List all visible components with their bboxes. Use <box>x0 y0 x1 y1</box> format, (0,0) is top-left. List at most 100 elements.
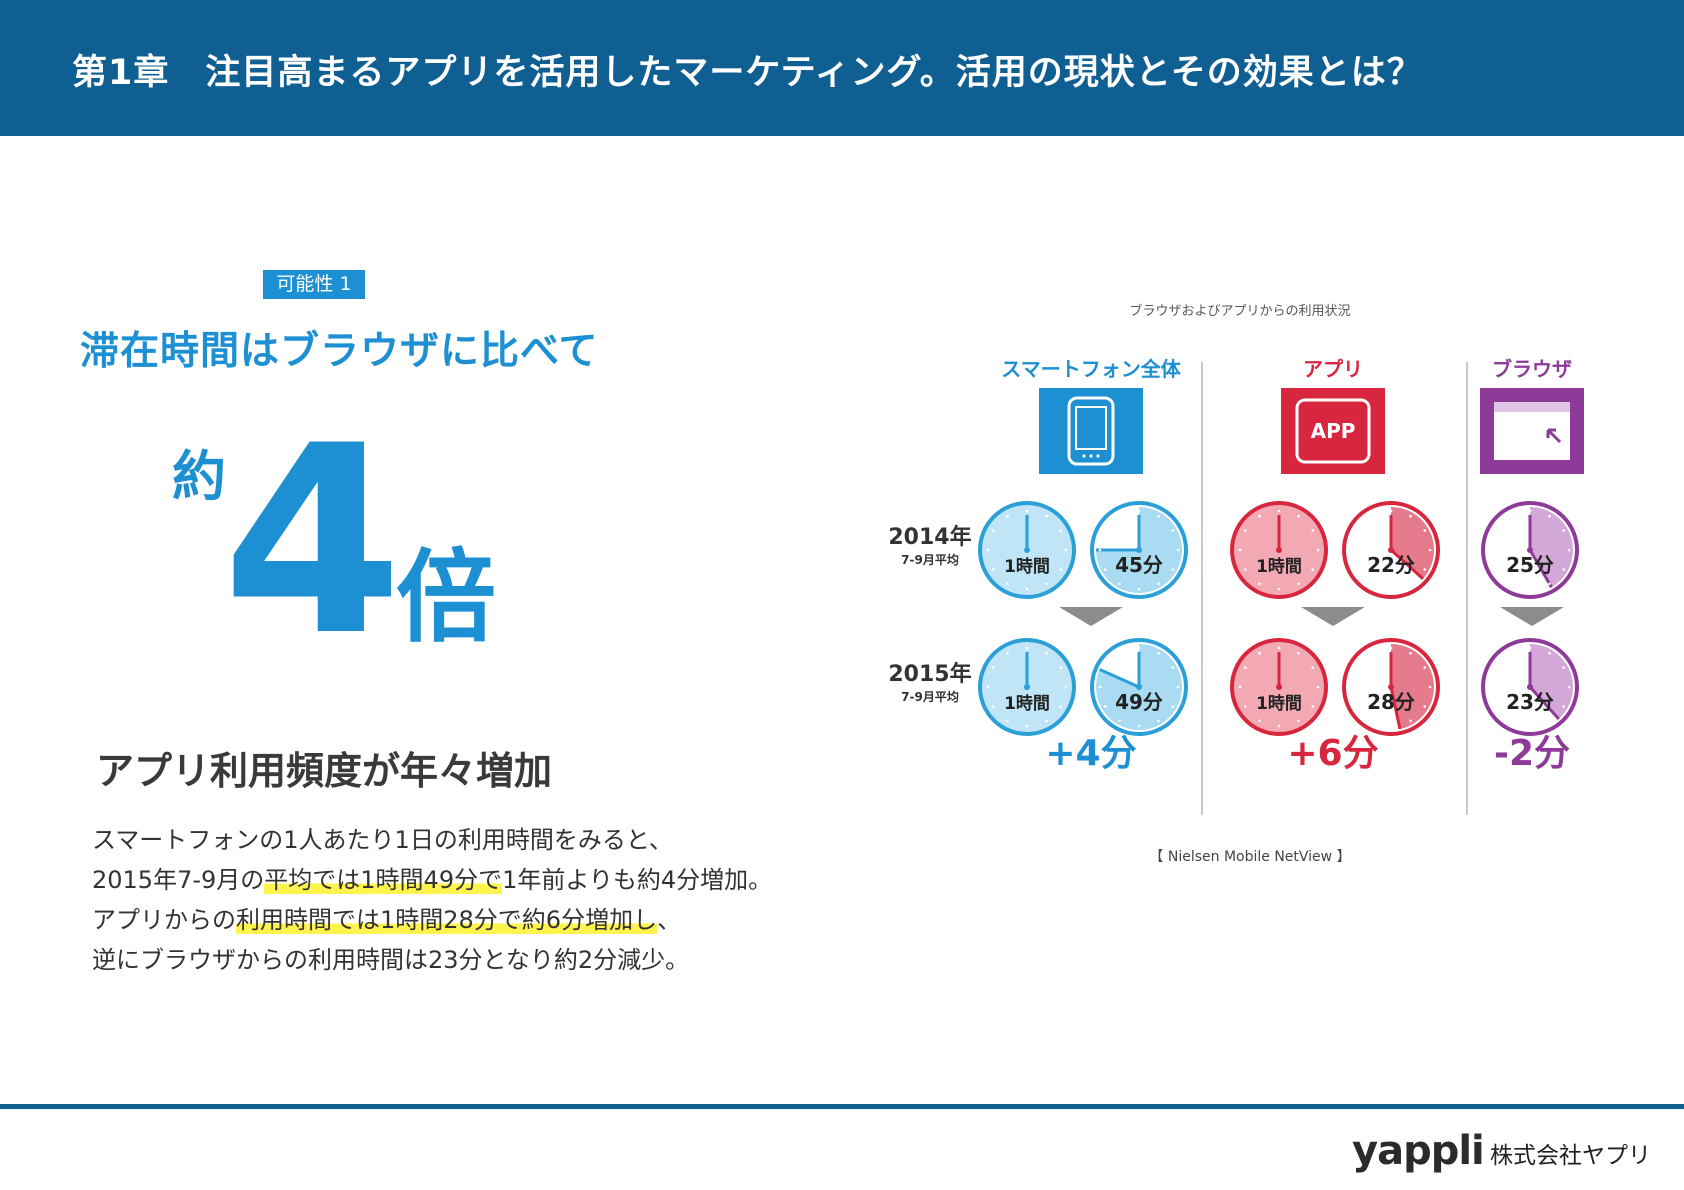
clock-tick <box>1528 587 1532 591</box>
clock-tick <box>1409 651 1412 655</box>
clock-time-label: 45分 <box>1115 553 1163 577</box>
clock-tick <box>991 568 995 571</box>
clock-tick <box>1045 719 1048 723</box>
clock-tick <box>1423 529 1427 532</box>
clock-tick <box>986 548 990 552</box>
clock-tick <box>1389 509 1393 513</box>
clock-minutes-wedge <box>1391 644 1434 730</box>
smartphone-dot <box>1096 454 1100 458</box>
clock-tick <box>1297 719 1300 723</box>
clock-tick <box>1277 646 1281 650</box>
clock-tick <box>1137 509 1141 513</box>
approx-label: 約 <box>172 445 226 508</box>
clock-tick <box>1494 666 1498 669</box>
clock-tick <box>1311 568 1315 571</box>
column-icon-box <box>1039 388 1143 474</box>
clock-tick <box>1423 705 1427 708</box>
clock-tick <box>1118 719 1121 723</box>
clock-tick <box>1064 685 1068 689</box>
clock-tick <box>1045 582 1048 586</box>
clock-tick <box>1509 719 1512 723</box>
body-line: 2015年7-9月の平均では1時間49分で1年前よりも約4分増加。 <box>92 860 772 900</box>
clock-tick <box>1103 666 1107 669</box>
clock-tick <box>1509 651 1512 655</box>
row-year-label: 2015年 <box>888 661 971 687</box>
clock-tick <box>1277 509 1281 513</box>
clock-center <box>1527 684 1533 690</box>
clock-tick <box>1171 705 1175 708</box>
clock-center <box>1276 684 1282 690</box>
clock-tick <box>991 705 995 708</box>
clock-tick <box>1137 587 1141 591</box>
clock-tick <box>1025 509 1029 513</box>
clock-tick <box>1059 705 1063 708</box>
clock-tick <box>1528 646 1532 650</box>
clock-tick <box>1509 582 1512 586</box>
clock-tick <box>1370 514 1373 518</box>
clock-time-label: 23分 <box>1506 690 1554 714</box>
clock-tick <box>1548 582 1551 586</box>
column-header: アプリ <box>1303 357 1363 381</box>
section-subhead: アプリ利用頻度が年々増加 <box>96 749 553 793</box>
clock-time-label: 49分 <box>1115 690 1163 714</box>
body-text-span: アプリからの <box>92 906 236 934</box>
clock-tick <box>1157 582 1160 586</box>
clock-hand <box>1389 548 1424 580</box>
browser-titlebar <box>1494 402 1570 412</box>
clock-center <box>1024 547 1030 553</box>
change-label: +4分 <box>1045 733 1136 774</box>
clock-tick <box>1311 705 1315 708</box>
clock-tick <box>1297 651 1300 655</box>
headline: 滞在時間はブラウザに比べて <box>80 329 599 374</box>
change-label: -2分 <box>1494 733 1570 774</box>
clock-tick <box>1006 651 1009 655</box>
clock-tick <box>1277 724 1281 728</box>
clock-tick <box>1059 568 1063 571</box>
clock-tick <box>1528 724 1532 728</box>
clock-tick <box>1103 529 1107 532</box>
clock-tick <box>1370 719 1373 723</box>
clock-tick <box>1025 587 1029 591</box>
smartphone-screen <box>1075 406 1107 450</box>
clock-time-label: 1時間 <box>1256 693 1302 714</box>
clock-tick <box>1311 666 1315 669</box>
clock-tick <box>1025 724 1029 728</box>
clock-center <box>1136 684 1142 690</box>
clock-tick <box>1238 548 1242 552</box>
clock-tick <box>1171 529 1175 532</box>
clock-tick <box>1176 685 1180 689</box>
clock-tick <box>1350 685 1354 689</box>
body-paragraph: スマートフォンの1人あたり1日の利用時間をみると、 2015年7-9月の平均では… <box>92 820 772 980</box>
clock-tick <box>1355 666 1359 669</box>
clock-tick <box>1258 514 1261 518</box>
clock-tick <box>1157 719 1160 723</box>
infographic-svg: 2014年 7-9月平均 2015年 7-9月平均 スマートフォン全体 1時間 45分 1時間… <box>888 357 1584 815</box>
infographic-title: ブラウザおよびアプリからの利用状況 <box>1129 304 1351 319</box>
clock-hand <box>1528 685 1560 720</box>
clock-tick <box>1006 582 1009 586</box>
smartphone-dot <box>1082 454 1086 458</box>
clock-tick <box>1494 529 1498 532</box>
clock-tick <box>1389 724 1393 728</box>
footer-divider <box>0 1104 1684 1109</box>
clock-tick <box>1311 529 1315 532</box>
smartphone-icon <box>1067 396 1115 466</box>
clock-center <box>1527 547 1533 553</box>
app-icon <box>1295 398 1371 464</box>
highlighted-text: 平均では1時間49分で <box>264 866 503 894</box>
clock-tick <box>1409 582 1412 586</box>
clock-tick <box>1243 529 1247 532</box>
clock-tick <box>1389 587 1393 591</box>
clock-tick <box>1118 514 1121 518</box>
possibility-badge: 可能性 1 <box>263 270 365 299</box>
clock-tick <box>1006 719 1009 723</box>
row-period-label: 7-9月平均 <box>901 552 959 567</box>
clock-tick <box>1567 548 1571 552</box>
clock-tick <box>1157 651 1160 655</box>
clock-tick <box>1370 651 1373 655</box>
clock-tick <box>1494 568 1498 571</box>
clock-tick <box>1428 548 1432 552</box>
row-year-label: 2014年 <box>888 524 971 550</box>
clock-tick <box>1297 582 1300 586</box>
clock-hand <box>1528 549 1553 588</box>
